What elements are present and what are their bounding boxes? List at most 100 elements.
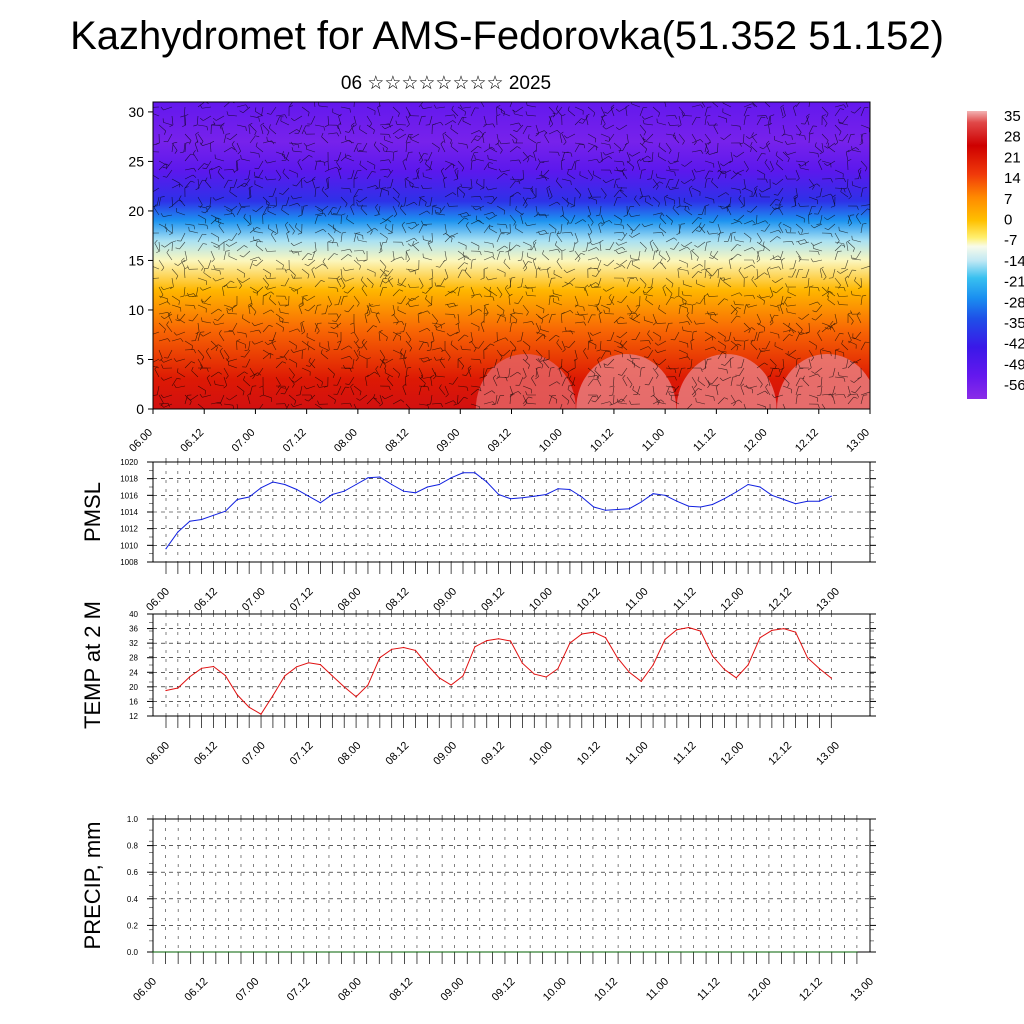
wind-barb [366, 304, 371, 314]
wind-barb-flag [371, 171, 376, 173]
wind-barb [184, 250, 188, 260]
wind-barb [610, 107, 615, 117]
wind-barb [704, 359, 708, 369]
wind-barb [522, 304, 529, 313]
data-point [759, 637, 761, 639]
wind-barb [223, 147, 232, 153]
wind-barb [480, 323, 485, 333]
wind-barb [350, 206, 355, 216]
wind-barb-flag [384, 368, 386, 373]
wind-barb [701, 205, 706, 215]
wind-barb [574, 161, 577, 171]
heatmap-x-tick-label: 12.12 [793, 427, 821, 455]
wind-barb [202, 321, 212, 324]
wind-barb-flag [416, 167, 420, 171]
wind-barb-flag [151, 170, 152, 174]
wind-barb [788, 349, 797, 356]
wind-barb-flag [784, 302, 788, 307]
wind-barb [839, 375, 849, 378]
data-point [202, 951, 204, 953]
wind-barb-flag [736, 315, 741, 318]
wind-barb [183, 269, 186, 279]
wind-barb [228, 358, 238, 362]
wind-barb [494, 358, 498, 368]
wind-barb [860, 224, 863, 234]
wind-barb [626, 223, 634, 231]
wind-barb [741, 358, 745, 368]
wind-barb [379, 394, 383, 404]
wind-barb-flag [474, 346, 479, 349]
wind-barb [206, 351, 212, 360]
wind-barb [228, 114, 238, 117]
wind-barb-flag [343, 364, 346, 369]
wind-barb [353, 349, 359, 358]
data-point [735, 677, 737, 679]
wind-barb-flag [355, 97, 359, 98]
wind-barb [808, 301, 818, 306]
wind-barb-flag [706, 114, 711, 117]
wind-barb-flag [448, 383, 453, 385]
data-point [730, 951, 732, 953]
wind-barb-flag [259, 394, 264, 397]
wind-barb-flag [551, 115, 556, 117]
wind-barb [327, 340, 330, 350]
wind-barb [423, 358, 433, 363]
wind-barb-flag [193, 168, 197, 172]
wind-barb [338, 170, 342, 180]
wind-barb-flag [413, 201, 418, 206]
wind-barb-flag [635, 277, 638, 281]
wind-barb [530, 189, 537, 198]
wind-barb-flag [544, 229, 548, 234]
wind-barb [709, 295, 719, 297]
wind-barb-flag [382, 218, 386, 221]
wind-barb [488, 277, 498, 281]
wind-barb-flag [659, 213, 662, 218]
wind-barb [321, 190, 329, 198]
wind-barb [228, 364, 238, 369]
wind-barb [457, 187, 465, 195]
wind-barb [704, 196, 714, 200]
wind-barb [456, 188, 459, 198]
wind-barb [555, 244, 563, 252]
wind-barb-flag [225, 250, 230, 252]
wind-barb-flag [256, 226, 261, 230]
wind-barb-flag [719, 377, 724, 381]
wind-barb-flag [735, 311, 738, 316]
wind-barb [527, 402, 537, 405]
wind-barb-flag [616, 183, 619, 188]
wind-barb [392, 250, 395, 260]
wind-barb-flag [219, 401, 223, 406]
wind-barb [548, 187, 553, 197]
wind-barb-flag [459, 213, 463, 218]
wind-barb-flag [314, 96, 317, 98]
wind-barb [470, 241, 480, 247]
wind-barb-flag [670, 293, 673, 298]
wind-barb-flag [234, 169, 239, 173]
wind-barb-flag [579, 143, 584, 145]
wind-barb [301, 155, 310, 162]
wind-barb [496, 367, 500, 377]
wind-barb [696, 401, 706, 405]
wind-barb-flag [804, 239, 808, 243]
wind-barb [509, 278, 512, 288]
wind-barb [337, 340, 342, 350]
wind-barb [423, 187, 433, 189]
wind-barb [517, 295, 524, 304]
wind-barb-flag [265, 274, 268, 279]
wind-barb [436, 329, 446, 333]
data-point [642, 951, 644, 953]
wind-barb [644, 141, 654, 144]
wind-barb [288, 286, 298, 291]
wind-barb [621, 367, 628, 376]
wind-barb [600, 351, 606, 360]
wind-barb-flag [244, 371, 248, 375]
wind-barb [665, 237, 675, 243]
wind-barb [813, 223, 823, 229]
wind-barb [756, 250, 761, 260]
wind-barb [560, 403, 563, 409]
wind-barb-flag [622, 225, 625, 230]
wind-barb [597, 277, 602, 287]
wind-barb [574, 219, 583, 225]
wind-barb-flag [595, 214, 600, 217]
wind-barb-flag [601, 223, 605, 227]
